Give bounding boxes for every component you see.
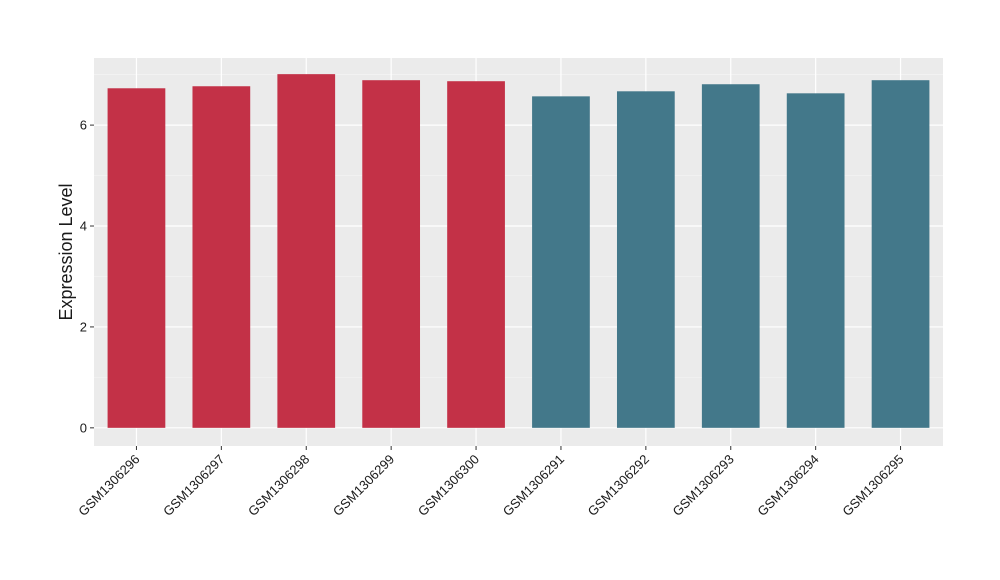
bar — [107, 88, 166, 428]
bar — [786, 93, 845, 428]
bar — [447, 81, 505, 428]
x-tick-label: GSM1306300 — [415, 452, 482, 519]
x-tick-label: GSM1306298 — [245, 452, 312, 519]
x-tick-label: GSM1306297 — [160, 452, 227, 519]
y-tick-label: 2 — [80, 319, 87, 334]
bar — [701, 84, 760, 428]
x-tick-label: GSM1306293 — [670, 452, 737, 519]
y-axis-title: Expression Level — [56, 183, 76, 320]
y-tick-label: 0 — [80, 420, 87, 435]
x-tick-label: GSM1306291 — [500, 452, 567, 519]
x-tick-label: GSM1306299 — [330, 452, 397, 519]
x-tick-label: GSM1306292 — [585, 452, 652, 519]
bar — [362, 80, 421, 428]
bar — [277, 74, 336, 428]
y-tick-label: 6 — [80, 118, 87, 133]
x-tick-label: GSM1306296 — [75, 452, 142, 519]
bar — [616, 91, 675, 428]
x-tick-label: GSM1306294 — [754, 452, 821, 519]
bar — [871, 80, 930, 428]
y-tick-label: 4 — [80, 219, 87, 234]
bar — [532, 96, 590, 428]
x-tick-label: GSM1306295 — [839, 452, 906, 519]
bar — [192, 86, 251, 428]
